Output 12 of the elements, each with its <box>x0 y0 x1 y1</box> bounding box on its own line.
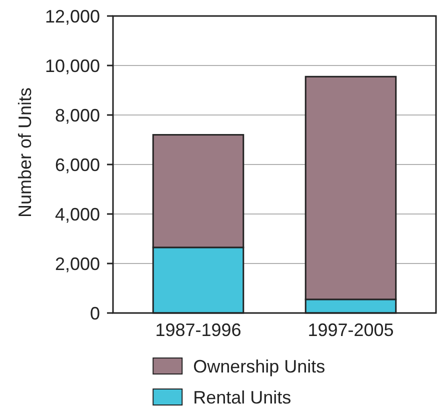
legend-label: Ownership Units <box>193 356 326 376</box>
y-tick-label: 6,000 <box>54 154 100 175</box>
y-tick-label: 12,000 <box>44 6 100 26</box>
y-axis-title: Number of Units <box>15 87 35 218</box>
x-tick-label: 1987-1996 <box>155 320 242 340</box>
y-tick-label: 0 <box>90 303 100 324</box>
y-tick-label: 10,000 <box>44 56 100 76</box>
legend-label: Rental Units <box>193 387 292 408</box>
y-tick-label: 8,000 <box>54 105 100 126</box>
x-tick-label: 1997-2005 <box>308 320 394 340</box>
y-tick-label: 4,000 <box>54 204 100 224</box>
y-tick-label: 2,000 <box>54 254 100 274</box>
